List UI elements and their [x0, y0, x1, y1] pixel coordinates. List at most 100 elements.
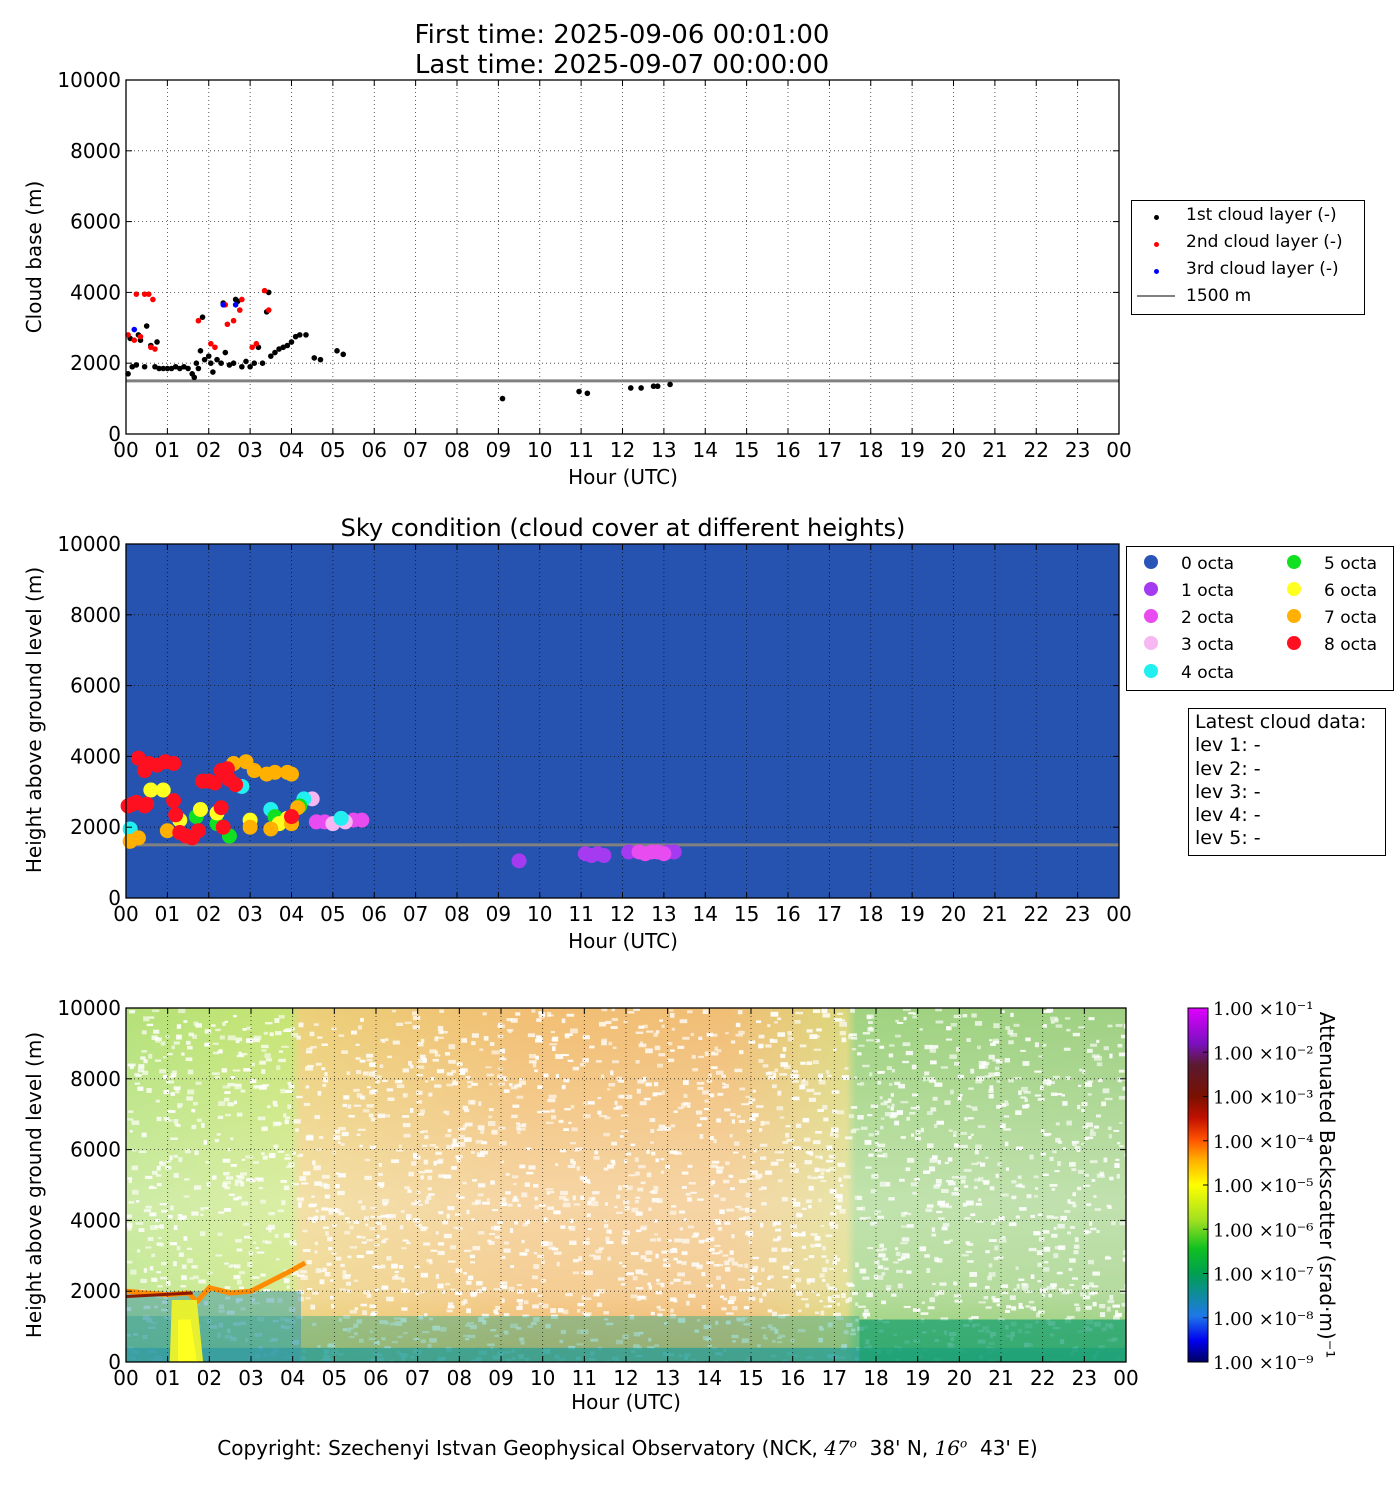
cloud-layer-2-point: [150, 296, 156, 303]
y-tick-label: 8000: [70, 603, 121, 627]
cloud-layer-1-point: [193, 360, 200, 367]
y-tick-label: 10000: [57, 68, 121, 92]
cloud-layer-1-point: [185, 365, 191, 372]
y-tick-label: 6000: [70, 674, 121, 698]
cloud-layer-1-point: [125, 371, 131, 377]
x-tick-label: 13: [655, 1366, 680, 1390]
y-tick-label: 2000: [70, 1279, 121, 1303]
cloud-layer-2-point: [261, 287, 268, 294]
x-tick-label: 01: [155, 902, 180, 926]
cloud-layer-1-point: [251, 360, 258, 367]
x-tick-label: 14: [693, 902, 718, 926]
x-tick-label: 22: [1024, 902, 1049, 926]
cloud-layer-2-point: [224, 321, 231, 328]
octa-point: [159, 823, 175, 839]
cloud-layer-1-point: [259, 360, 266, 367]
octa-point: [621, 844, 637, 860]
x-tick-label: 16: [780, 1366, 805, 1390]
sky-condition-xlabel: Hour (UTC): [568, 929, 678, 953]
y-tick-label: 2000: [70, 351, 121, 375]
y-tick-label: 0: [108, 422, 121, 446]
x-tick-label: 02: [196, 902, 221, 926]
legend-item-4-octa: 4 octa: [1131, 663, 1234, 683]
backscatter-xlabel: Hour (UTC): [571, 1390, 681, 1414]
cloud-layer-1-point: [243, 358, 249, 365]
octa-point: [130, 830, 146, 846]
legend-item-2-octa: 2 octa: [1131, 608, 1234, 628]
octa-point: [242, 819, 258, 835]
colorbar-tick-label: 1.00 ×10⁻⁷: [1213, 1265, 1314, 1286]
x-tick-label: 12: [610, 902, 635, 926]
cloud-layer-2-point: [236, 307, 243, 313]
cloud-base-panel: 00 01 02 03 04 05 06 07 08 09 10 11 12 13 14 15 16 17 18 19…: [22, 68, 1132, 489]
sky-condition-ylabel: Height above ground level (m): [22, 567, 46, 873]
colorbar-tick-label: 1.00 ×10⁻⁹: [1213, 1353, 1314, 1374]
x-tick-label: 21: [988, 1366, 1013, 1390]
x-tick-label: 12: [610, 438, 635, 462]
x-tick-label: 05: [322, 1366, 347, 1390]
octa-point: [511, 853, 527, 869]
cloud-base-xlabel: Hour (UTC): [568, 465, 678, 489]
cloud-layer-2-point: [131, 337, 138, 343]
cloud-layer-2-point: [133, 291, 140, 297]
legend-item-layer1: 1st cloud layer (-): [1136, 205, 1337, 225]
octa-point: [155, 782, 171, 798]
x-tick-label: 10: [530, 1366, 555, 1390]
cloud-layer-2-point: [152, 346, 158, 352]
x-tick-label: 07: [403, 902, 428, 926]
colorbar-tick-label: 1.00 ×10⁻³: [1213, 1088, 1314, 1109]
cloud-layer-1-point: [218, 360, 224, 367]
x-tick-label: 03: [237, 902, 262, 926]
x-tick-label: 11: [568, 438, 593, 462]
cloud-layer-3-point: [220, 301, 227, 308]
x-tick-label: 00: [1106, 438, 1131, 462]
cloud-layer-1-point: [247, 363, 253, 370]
legend-item-layer3: 3rd cloud layer (-): [1136, 259, 1339, 279]
x-tick-label: 15: [738, 1366, 763, 1390]
cloud-layer-1-point: [296, 332, 303, 338]
octa-point: [166, 793, 182, 809]
x-tick-label: 02: [196, 438, 221, 462]
cloud-layer-2-point: [253, 340, 260, 347]
latest-lev-5: lev 5: -: [1195, 827, 1261, 850]
octa-point: [656, 846, 672, 862]
octa-point: [168, 807, 184, 823]
cloud-layer-2-point: [265, 307, 272, 313]
first-time-title: First time: 2025-09-06 00:01:00: [415, 20, 830, 50]
sky-condition-panel: Sky condition (cloud cover at different …: [22, 514, 1132, 953]
y-tick-label: 4000: [70, 1208, 121, 1232]
x-tick-label: 15: [734, 902, 759, 926]
cloud-layer-1-point: [156, 365, 162, 372]
cloud-layer-1-point: [191, 374, 198, 381]
cloud-layer-1-point: [141, 363, 148, 370]
cloud-layer-1-point: [334, 348, 340, 354]
cloud-layer-1-point: [164, 365, 171, 372]
octa-point: [263, 821, 279, 837]
octa-point: [284, 809, 299, 825]
legend-item-3-octa: 3 octa: [1131, 635, 1234, 655]
x-tick-label: 03: [238, 1366, 263, 1390]
x-tick-label: 05: [320, 438, 345, 462]
precipitation-core: [178, 1319, 197, 1362]
cloud-layer-1-point: [340, 351, 347, 358]
octa-point: [267, 764, 283, 780]
y-tick-label: 8000: [70, 139, 121, 163]
octa-point: [333, 810, 349, 826]
cloud-layer-1-point: [499, 395, 506, 402]
octa-point: [166, 755, 182, 771]
octa-legend: 0 octa 1 octa 2 octa 3 octa 4 octa 5 oct…: [1126, 546, 1394, 691]
cloud-layer-1-point: [197, 348, 204, 354]
octa-point: [228, 777, 244, 793]
y-tick-label: 0: [108, 886, 121, 910]
octa-point: [190, 823, 206, 839]
x-tick-label: 18: [858, 438, 883, 462]
x-tick-label: 20: [941, 438, 966, 462]
x-tick-label: 05: [320, 902, 345, 926]
x-tick-label: 15: [734, 438, 759, 462]
sky-condition-title: Sky condition (cloud cover at different …: [341, 514, 906, 542]
latest-lev-1: lev 1: -: [1195, 734, 1261, 757]
latest-lev-4: lev 4: -: [1195, 804, 1261, 827]
x-tick-label: 08: [444, 438, 469, 462]
colorbar-tick-label: 1.00 ×10⁻⁴: [1213, 1132, 1314, 1153]
latest-title: Latest cloud data:: [1195, 711, 1367, 733]
